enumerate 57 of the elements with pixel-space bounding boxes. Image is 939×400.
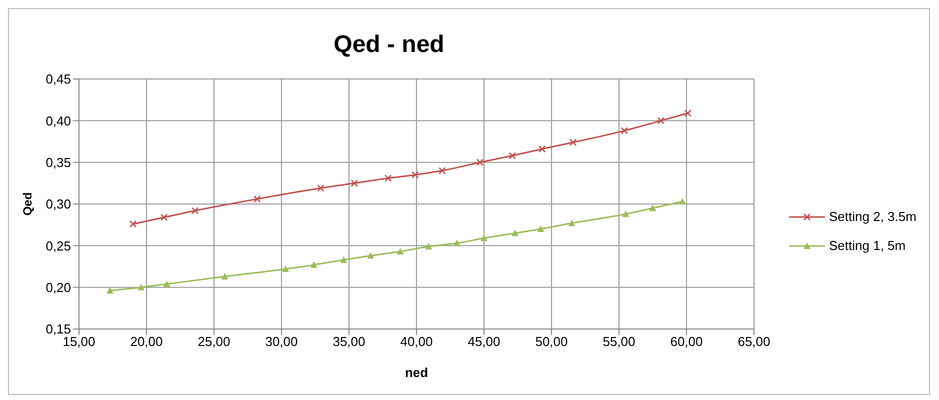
point xyxy=(129,220,137,228)
point xyxy=(538,145,546,153)
point xyxy=(384,174,392,182)
x-tick-label: 25,00 xyxy=(198,334,230,350)
point xyxy=(254,195,261,203)
point xyxy=(622,210,630,217)
point xyxy=(221,273,228,280)
point xyxy=(678,198,686,204)
chart-title: Qed - ned xyxy=(332,31,446,59)
point xyxy=(512,230,519,236)
point xyxy=(367,252,374,259)
x-tick-label: 35,00 xyxy=(332,334,366,350)
point xyxy=(620,127,628,134)
point xyxy=(438,167,446,174)
x-tick-label: 30,00 xyxy=(265,334,298,350)
point xyxy=(138,284,145,290)
x-tick-label: 65,00 xyxy=(738,334,770,350)
point xyxy=(340,256,348,263)
point xyxy=(282,266,290,272)
point xyxy=(480,234,488,242)
y-tick-label: 0,15 xyxy=(46,322,71,337)
point xyxy=(191,207,199,214)
x-axis-title: ned xyxy=(404,365,428,380)
point xyxy=(396,248,404,254)
y-tick-label: 0,20 xyxy=(46,280,71,295)
point xyxy=(537,226,544,232)
legend-label: Setting 2, 3.5m xyxy=(829,209,916,224)
point xyxy=(317,184,324,192)
point xyxy=(454,240,460,246)
y-tick-label: 0,40 xyxy=(46,113,71,128)
point xyxy=(163,280,170,287)
point xyxy=(657,117,664,124)
y-tick-label: 0,30 xyxy=(46,196,71,212)
point xyxy=(476,158,484,166)
point xyxy=(569,138,577,146)
y-tick-label: 0,25 xyxy=(46,238,71,254)
point xyxy=(412,171,419,178)
point xyxy=(106,287,114,294)
point xyxy=(425,243,432,250)
point xyxy=(310,261,318,268)
x-tick-label: 45,00 xyxy=(468,334,500,350)
point xyxy=(568,220,576,226)
x-tick-label: 50,00 xyxy=(535,334,568,350)
y-tick-label: 0,45 xyxy=(46,72,71,87)
point xyxy=(684,110,692,117)
point xyxy=(160,214,168,221)
point xyxy=(508,152,516,160)
y-axis-title: Qed xyxy=(20,192,34,216)
point xyxy=(649,204,656,212)
point xyxy=(350,180,358,187)
x-tick-label: 40,00 xyxy=(400,334,433,350)
legend-label: Setting 1, 5m xyxy=(829,238,906,253)
x-tick-label: 55,00 xyxy=(602,334,636,350)
x-tick-label: 20,00 xyxy=(130,334,163,350)
x-tick-label: 60,00 xyxy=(670,334,703,350)
y-tick-label: 0,35 xyxy=(46,154,71,170)
x-tick-label: 15,00 xyxy=(62,334,96,350)
